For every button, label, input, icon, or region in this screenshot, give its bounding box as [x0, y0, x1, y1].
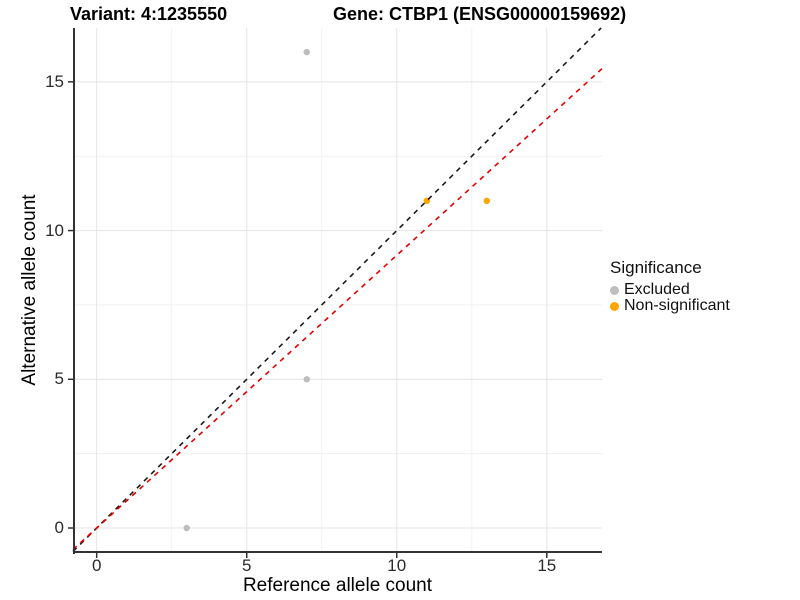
- y-tick-label: 5: [54, 369, 64, 389]
- legend-item-label: Excluded: [624, 281, 690, 298]
- identity-line: [72, 27, 602, 553]
- x-tick-label: 0: [91, 556, 102, 575]
- non-significant-swatch-icon: [610, 301, 619, 311]
- data-point-excluded: [303, 48, 310, 56]
- data-point-excluded: [183, 524, 190, 532]
- legend-item-excluded: Excluded: [610, 281, 730, 298]
- y-tick-label: 15: [45, 71, 64, 91]
- x-tick-label: 5: [241, 556, 252, 575]
- y-tick-label: 10: [45, 220, 64, 240]
- x-tick-label: 15: [537, 556, 557, 575]
- legend-title: Significance: [610, 258, 702, 277]
- gene-title: Gene: CTBP1 (ENSG00000159692): [333, 4, 627, 24]
- x-axis-title: Reference allele count: [242, 575, 433, 596]
- plot-panel: [68, 27, 603, 558]
- plot-area: [68, 27, 603, 558]
- data-point-non-significant: [483, 197, 490, 205]
- fit-line: [72, 68, 603, 551]
- y-tick-label: 0: [54, 518, 64, 537]
- x-tick-label: 10: [387, 556, 407, 575]
- excluded-swatch-icon: [610, 285, 619, 295]
- legend: Significance Excluded Non-significant: [610, 258, 730, 314]
- data-point-excluded: [303, 376, 310, 383]
- legend-item-label: Non-significant: [624, 297, 730, 314]
- legend-item-non-significant: Non-significant: [610, 297, 730, 314]
- variant-title: Variant: 4:1235550: [70, 4, 228, 24]
